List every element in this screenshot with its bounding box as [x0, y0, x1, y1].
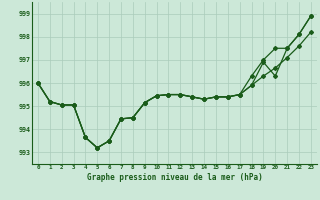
X-axis label: Graphe pression niveau de la mer (hPa): Graphe pression niveau de la mer (hPa)	[86, 173, 262, 182]
